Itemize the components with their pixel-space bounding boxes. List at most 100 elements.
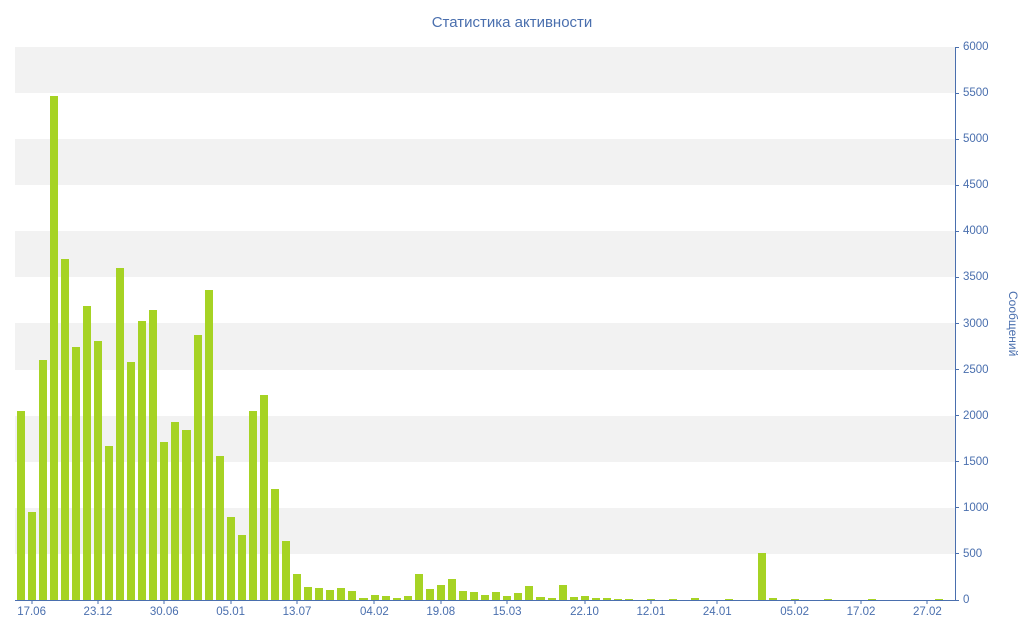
plot-area: 0 500 1000 1500 2000 2500 3000 3500 4000 4500 5000… [15,41,989,618]
x-tick-mark [794,600,796,604]
y-tick-label: 0 [963,594,970,606]
x-tick-mark [373,600,375,604]
bar [436,585,445,600]
bar [359,597,368,600]
bar [647,599,656,600]
y-tick-mark [955,369,959,371]
x-tick-label: 12.01 [636,606,666,618]
bar [204,290,213,600]
x-tick-label: 17.06 [17,606,46,618]
x-tick-label: 27.02 [912,606,942,618]
grid-band [15,47,955,94]
bar [824,599,833,600]
x-tick-mark [440,600,442,604]
x-tick-mark [716,600,718,604]
y-tick-label: 2500 [963,363,989,376]
y-tick-mark [955,184,959,186]
x-tick-label: 15.03 [492,606,522,618]
bar [337,588,346,600]
y-tick-label: 5500 [963,87,989,100]
bar [116,268,125,600]
y-tick-label: 1500 [963,455,989,468]
bar [503,596,512,600]
bar [492,591,501,600]
bar [160,442,169,600]
y-tick-mark [955,461,959,463]
bars [15,47,955,600]
bar [259,395,268,600]
x-tick-label: 24.01 [702,606,732,618]
y-axis-ticks: 0 500 1000 1500 2000 2500 3000 3500 4000 4500 5000… [955,41,1015,606]
bar [49,95,58,600]
bar [381,596,390,600]
y-tick-mark [955,46,959,48]
x-tick-label: 05.02 [780,606,810,618]
bar [93,341,102,600]
bar [315,588,324,600]
bar [459,590,468,600]
x-tick-mark [584,600,586,604]
bar [569,597,578,600]
bar [558,585,567,600]
bar [481,595,490,600]
y-tick-mark [955,230,959,232]
bar [370,595,379,600]
bar [282,541,291,600]
bar [149,309,158,600]
x-tick-mark [296,600,298,604]
bar [105,446,114,600]
bar [868,599,877,600]
y-axis-title: Сообщений [1006,290,1020,357]
bar [525,586,534,600]
bar [60,258,69,600]
bar [293,574,302,600]
bar [602,598,611,600]
x-tick-mark [650,600,652,604]
bar [392,598,401,600]
y-tick-mark [955,276,959,278]
bar [27,512,36,600]
y-tick-label: 5000 [963,133,989,146]
y-tick-mark [955,138,959,140]
bar [403,596,412,600]
y-tick-label: 3000 [963,317,989,330]
bar [580,596,589,600]
bar [127,362,136,600]
y-tick-mark [955,599,959,601]
bar [304,587,313,600]
bar [790,599,799,600]
y-tick-label: 1000 [963,501,989,514]
x-tick-mark [31,600,33,604]
x-tick-label: 13.07 [282,606,312,618]
x-tick-mark [506,600,508,604]
x-tick-mark [97,600,99,604]
bar [237,535,246,600]
y-tick-label: 2000 [963,409,989,422]
bar [591,598,600,600]
x-axis-ticks: 17.06 23.12 30.06 05.01 13.07 04.02 19.08 15.03… [15,600,955,624]
x-tick-label: 19.08 [426,606,456,618]
bar [934,599,943,600]
bar [425,588,434,600]
bar [215,456,224,600]
x-tick-label: 30.06 [149,606,179,618]
y-tick-mark [955,323,959,324]
bar [613,599,622,600]
y-tick-label: 6000 [963,41,989,53]
y-tick-mark [955,92,959,94]
y-tick-mark [955,553,959,555]
x-axis-line [15,600,956,601]
chart-title: Статистика активности [431,14,593,31]
bar [16,411,25,600]
grid-band [15,323,955,370]
bar [470,591,479,600]
bar [724,599,733,600]
bar [669,599,678,600]
x-tick-label: 04.02 [360,606,389,618]
y-tick-label: 4500 [963,179,989,192]
y-tick-mark [955,507,959,509]
x-tick-mark [860,600,862,604]
bar [691,598,700,600]
grid-band [15,231,955,278]
y-tick-label: 500 [963,547,983,560]
